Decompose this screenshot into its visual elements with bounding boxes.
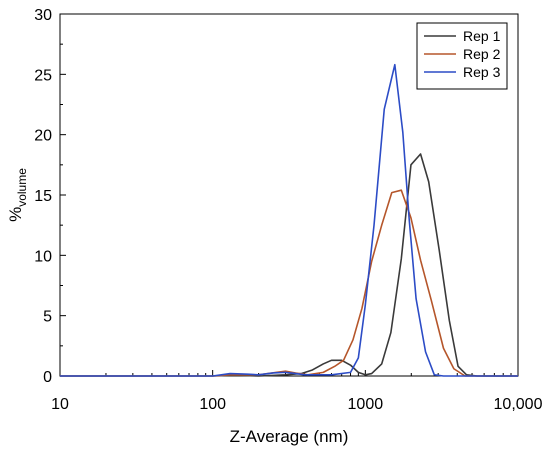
y-tick-label: 30 — [34, 7, 52, 24]
legend-box — [416, 22, 508, 90]
series-line-rep-2 — [60, 189, 518, 377]
x-tick-label: 1000 — [348, 396, 384, 413]
series-lines — [60, 63, 518, 377]
y-axis-title-subscript: volume — [15, 168, 29, 207]
legend-label-rep-3: Rep 3 — [463, 64, 501, 80]
y-tick-label: 15 — [34, 188, 52, 205]
y-tick-label: 10 — [34, 248, 52, 265]
y-tick-label: 5 — [43, 309, 52, 326]
y-tick-label: 25 — [34, 67, 52, 84]
legend-label-rep-2: Rep 2 — [463, 46, 501, 62]
x-axis: 10 100 1000 10,000 — [51, 370, 543, 413]
series-line-rep-3 — [60, 63, 518, 377]
y-tick-label: 20 — [34, 128, 52, 145]
legend-label-rep-1: Rep 1 — [463, 28, 501, 44]
y-axis-title: %volume — [6, 168, 29, 222]
x-tick-label: 10,000 — [494, 396, 543, 413]
series-line-rep-1 — [60, 153, 518, 377]
y-tick-label: 0 — [43, 369, 52, 386]
y-axis: 0 5 10 15 20 25 30 — [34, 7, 66, 386]
x-axis-title: Z-Average (nm) — [230, 427, 349, 446]
legend: Rep 1 Rep 2 Rep 3 — [416, 22, 508, 90]
x-tick-label: 10 — [51, 396, 69, 413]
x-tick-label: 100 — [199, 396, 226, 413]
y-axis-title-main: % — [6, 207, 25, 222]
svg-text:%volume: %volume — [6, 168, 29, 222]
